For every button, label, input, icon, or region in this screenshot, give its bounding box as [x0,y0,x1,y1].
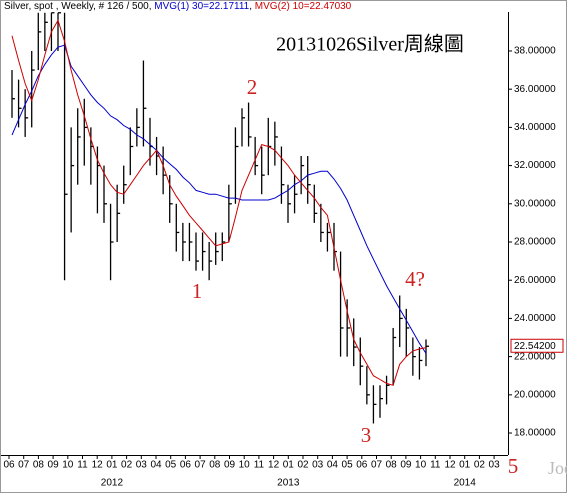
x-tick-label: 10 [415,460,427,471]
x-tick-label: 02 [297,460,309,471]
header-part: MVG(2) 10=22.47030 [255,1,352,12]
annotation: 2 [247,75,258,99]
x-tick-label: 08 [33,460,45,471]
x-tick-label: 07 [195,460,207,471]
x-tick-label: 07 [18,460,30,471]
header-part: , [249,1,255,12]
header: Silver, spot , Weekly, # 126 / 500, MVG(… [4,1,352,12]
x-tick-label: 08 [386,460,398,471]
year-label: 2012 [101,478,124,489]
last-price-label: 22.54200 [514,341,556,352]
y-tick-label: 32.00000 [514,160,556,171]
x-tick-label: 05 [342,460,354,471]
y-tick-label: 28.00000 [514,237,556,248]
x-tick-label: 09 [224,460,236,471]
header-part: Silver, spot , Weekly, # 126 / 500, [4,1,154,12]
x-tick-label: 03 [312,460,324,471]
x-tick-label: 02 [474,460,486,471]
plot [11,12,429,424]
x-tick-label: 10 [239,460,251,471]
x-tick-label: 06 [356,460,368,471]
year-label: 2014 [454,478,477,489]
y-tick-label: 26.00000 [514,275,556,286]
x-tick-label: 04 [327,460,339,471]
x-tick-label: 09 [48,460,60,471]
y-tick-label: 20.00000 [514,389,556,400]
x-tick-label: 01 [459,460,471,471]
x-tick-label: 08 [209,460,221,471]
y-tick-label: 38.00000 [514,46,556,57]
x-tick-label: 11 [254,460,265,471]
signature: Joe [548,458,567,478]
x-tick-label: 01 [283,460,295,471]
y-tick-label: 36.00000 [514,84,556,95]
x-tick-label: 12 [268,460,280,471]
x-tick-label: 06 [3,460,15,471]
annotation: 3 [361,423,372,447]
x-tick-label: 01 [106,460,118,471]
y-tick-label: 30.00000 [514,198,556,209]
x-tick-label: 02 [121,460,133,471]
x-tick-label: 06 [180,460,192,471]
x-tick-label: 03 [136,460,148,471]
year-label: 2013 [277,478,300,489]
x-tick-label: 12 [444,460,456,471]
x-tick-label: 11 [430,460,441,471]
x-tick-label: 09 [400,460,412,471]
moving-average [11,19,427,386]
last-price-box [510,338,564,353]
x-tick-label: 03 [489,460,501,471]
y-tick-label: 34.00000 [514,122,556,133]
moving-average [11,44,427,354]
annotation: 4? [405,267,425,291]
x-tick-label: 12 [92,460,104,471]
y-tick-label: 18.00000 [514,428,556,439]
x-tick-label: 10 [62,460,74,471]
x-tick-label: 04 [150,460,162,471]
annotation: 1 [192,279,203,303]
y-tick-label: 24.00000 [514,313,556,324]
chart-title: 20131026Silver周線圖 [276,33,464,56]
header-part: MVG(1) 30=22.17111 [154,1,249,12]
y-tick-label: 22.00000 [514,351,556,362]
annotation: 5 [508,454,519,478]
x-tick-label: 11 [77,460,88,471]
x-tick-label: 05 [165,460,177,471]
x-tick-label: 07 [371,460,383,471]
